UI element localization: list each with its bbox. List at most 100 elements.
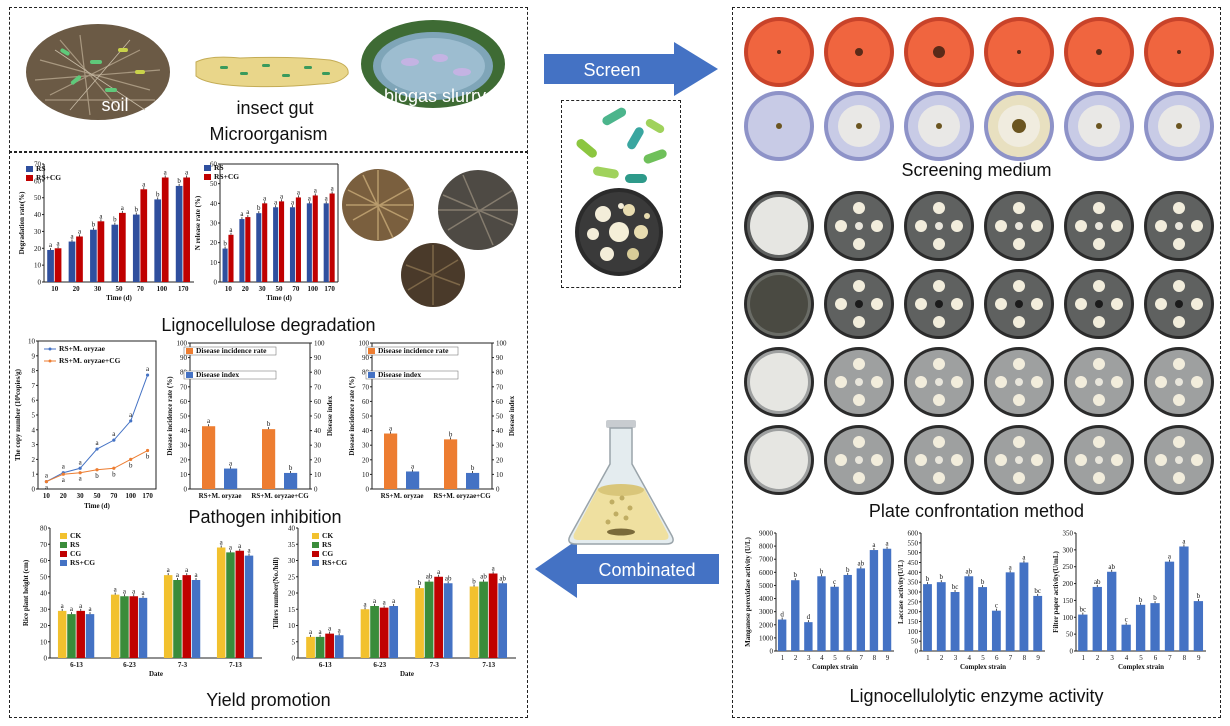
pathogen-colony	[935, 222, 943, 230]
y-tick-label: 5000	[759, 582, 774, 590]
legend-swatch	[312, 551, 319, 557]
significance-label: a	[167, 566, 171, 574]
antagonist-colony	[1013, 238, 1025, 250]
significance-label: a	[373, 597, 377, 605]
y-tick-label: 50	[362, 413, 370, 421]
bar	[129, 596, 138, 658]
bar	[315, 636, 325, 658]
bar	[991, 610, 1001, 651]
bar	[479, 581, 488, 658]
significance-label: b	[471, 464, 475, 472]
significance-label: a	[331, 185, 335, 193]
antagonist-colony	[1111, 376, 1123, 388]
antagonist-colony	[871, 298, 883, 310]
x-tick-label: 2	[940, 654, 944, 662]
bar	[843, 574, 852, 651]
bar	[1005, 572, 1015, 651]
significance-label: a	[872, 541, 876, 549]
y-tick-label: 0	[366, 486, 370, 494]
pathogen-colony	[1175, 378, 1183, 386]
antagonist-colony	[1013, 472, 1025, 484]
y-tick-label: 0	[38, 279, 42, 287]
data-point	[95, 447, 99, 451]
antagonist-colony	[1013, 316, 1025, 328]
antagonist-colony	[1093, 202, 1105, 214]
x-tick-label: 10	[51, 285, 59, 293]
antagonist-colony	[933, 394, 945, 406]
x-tick-label: 10	[43, 492, 51, 500]
legend-swatch	[60, 542, 67, 548]
significance-label: b	[794, 571, 798, 579]
antagonist-colony	[1031, 376, 1043, 388]
antagonist-colony	[915, 454, 927, 466]
significance-label: a	[88, 605, 92, 613]
y-tick-label: 20	[34, 245, 42, 253]
soil-microbes	[60, 48, 145, 92]
microorganism-title: Microorganism	[209, 124, 328, 144]
y2-tick-label: 0	[314, 486, 318, 494]
bar	[224, 468, 238, 489]
legend-swatch	[26, 175, 33, 181]
y-tick-label: 10	[362, 471, 370, 479]
antagonist-colony	[1013, 394, 1025, 406]
bar	[389, 606, 399, 658]
x-tick-label: 7-3	[430, 661, 440, 669]
x-tick-label: 6-23	[373, 661, 386, 669]
significance-label: a	[62, 476, 66, 484]
antagonist-colony	[853, 394, 865, 406]
y2-tick-label: 20	[314, 456, 322, 464]
bar	[936, 582, 946, 651]
y-tick-label: 60	[180, 398, 188, 406]
microorganism-frame	[9, 7, 528, 153]
y-tick-label: 3	[32, 441, 36, 449]
manganese-peroxidase-chart: 0 1000 2000 3000 4000 5000 6000 7000 8000 9000 1 d 2…	[744, 530, 894, 671]
bar	[424, 581, 434, 658]
antagonist-colony	[915, 298, 927, 310]
legend-label: Disease index	[378, 370, 421, 379]
antagonist-colony	[1075, 220, 1087, 232]
colony	[933, 46, 945, 58]
y-axis-label: The copy number (10⁸copies/g)	[14, 368, 22, 461]
legend-label: Disease incidence rate	[378, 346, 449, 355]
x-tick-label: RS+M. oryzae+CG	[251, 492, 309, 500]
bar	[90, 229, 97, 282]
antagonist-colony	[951, 298, 963, 310]
significance-label: a	[328, 625, 332, 633]
legend-box	[365, 346, 459, 356]
x-tick-label: 170	[324, 285, 335, 293]
y-tick-label: 9	[32, 352, 36, 360]
y-tick-label: 50	[34, 194, 42, 202]
bar	[111, 224, 119, 282]
antagonist-colony	[1093, 238, 1105, 250]
y-tick-label: 6000	[759, 569, 774, 577]
y-tick-label: 100	[177, 340, 188, 348]
legend-label: CG	[70, 549, 81, 558]
y-tick-label: 8000	[759, 543, 774, 551]
x-tick-label: RS+M. oryzae	[381, 492, 424, 500]
x-tick-label: 20	[73, 285, 81, 293]
bar	[329, 193, 335, 282]
x-tick-label: 10	[225, 285, 233, 293]
antagonist-colony	[835, 220, 847, 232]
y-tick-label: 60	[210, 161, 218, 169]
y-tick-label: 10	[210, 259, 218, 267]
legend-swatch	[26, 166, 33, 172]
bar	[817, 576, 826, 651]
antagonist-colony	[933, 472, 945, 484]
insect-gut-photo	[195, 56, 349, 88]
x-tick-label: 100	[125, 492, 136, 500]
pathogen-colony	[1015, 222, 1023, 230]
x-tick-label: 20	[60, 492, 68, 500]
bar	[923, 584, 932, 651]
significance-label: c	[1125, 616, 1128, 624]
legend-label: RS+CG	[36, 173, 61, 182]
y-tick-label: 80	[40, 525, 48, 533]
antagonist-colony	[1075, 454, 1087, 466]
significance-label: a	[338, 626, 342, 634]
bar	[469, 586, 479, 658]
bar	[1164, 561, 1175, 651]
bar	[68, 241, 76, 282]
significance-label: a	[194, 571, 198, 579]
